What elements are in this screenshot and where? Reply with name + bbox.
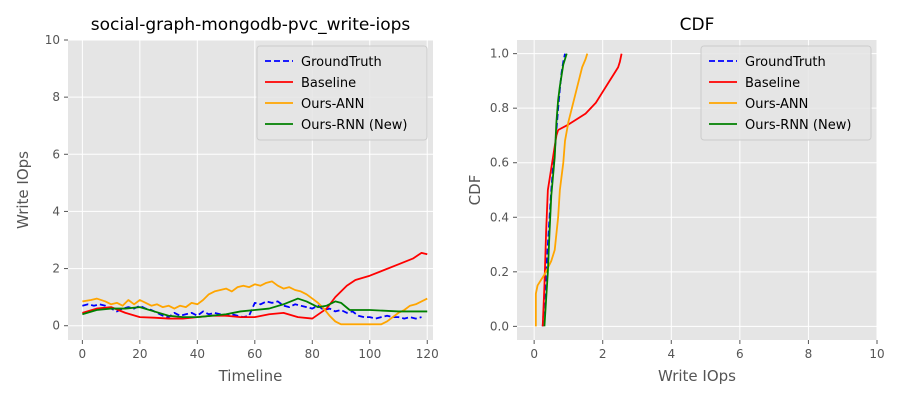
y-tick-label: 0.2 — [490, 265, 509, 279]
y-tick-label: 10 — [45, 33, 60, 47]
y-tick-label: 1.0 — [490, 47, 509, 61]
series-line-baseline — [82, 251, 428, 320]
legend-label: Baseline — [745, 76, 800, 91]
y-axis-label: Write IOps — [14, 151, 32, 229]
x-tick-label: 80 — [305, 347, 320, 361]
y-tick-label: 0.6 — [490, 156, 509, 170]
gridlines — [68, 39, 433, 340]
legend-label: GroundTruth — [745, 55, 826, 70]
legend: GroundTruth Baseline Ours-ANN Ours-RNN (New… — [700, 45, 872, 141]
chart-panel-0: 0 20 40 60 80 100 120 0 2 4 6 8 10 social-graph-mongo… — [14, 15, 439, 385]
y-tick-label: 6 — [52, 147, 60, 161]
x-tick-label: 40 — [190, 347, 205, 361]
x-tick-label: 120 — [416, 347, 439, 361]
series-line-ours-rnn-new — [82, 297, 428, 319]
y-tick-label: 0.0 — [490, 319, 509, 333]
x-axis-label: Write IOps — [658, 367, 736, 385]
chart-panel-1: 0 2 4 6 8 10 0.0 0.2 0.4 0.6 0.8 1.0 CDF Write IOps CD… — [466, 15, 885, 385]
series-line-baseline — [541, 53, 623, 327]
chart-title: social-graph-mongodb-pvc_write-iops — [91, 15, 411, 35]
x-tick-label: 6 — [736, 347, 744, 361]
legend-box — [256, 45, 428, 141]
x-tick-label: 4 — [667, 347, 675, 361]
y-tick-label: 0.4 — [490, 210, 509, 224]
x-tick-label: 60 — [247, 347, 262, 361]
legend-box — [700, 45, 872, 141]
y-tick-label: 2 — [52, 262, 60, 276]
x-tick-label: 8 — [805, 347, 813, 361]
legend-label: Ours-RNN (New) — [745, 118, 851, 133]
legend-label: GroundTruth — [301, 55, 382, 70]
legend-label: Baseline — [301, 76, 356, 91]
y-tick-label: 0.8 — [490, 101, 509, 115]
x-tick-label: 100 — [358, 347, 381, 361]
x-tick-label: 0 — [530, 347, 538, 361]
x-axis-label: Timeline — [218, 367, 283, 385]
legend-label: Ours-RNN (New) — [301, 118, 407, 133]
legend: GroundTruth Baseline Ours-ANN Ours-RNN (New… — [256, 45, 428, 141]
series-line-ours-ann — [82, 280, 428, 326]
x-tick-label: 0 — [79, 347, 87, 361]
series-line-ours-ann — [534, 53, 589, 327]
x-tick-label: 10 — [869, 347, 884, 361]
legend-label: Ours-ANN — [301, 97, 364, 112]
y-tick-label: 8 — [52, 90, 60, 104]
y-tick-label: 0 — [52, 319, 60, 333]
x-tick-label: 2 — [599, 347, 607, 361]
y-axis-label: CDF — [466, 175, 484, 206]
x-tick-label: 20 — [132, 347, 147, 361]
legend-label: Ours-ANN — [745, 97, 808, 112]
chart-title: CDF — [680, 15, 715, 35]
series-line-ours-rnn-new — [543, 53, 568, 327]
y-tick-label: 4 — [52, 204, 60, 218]
